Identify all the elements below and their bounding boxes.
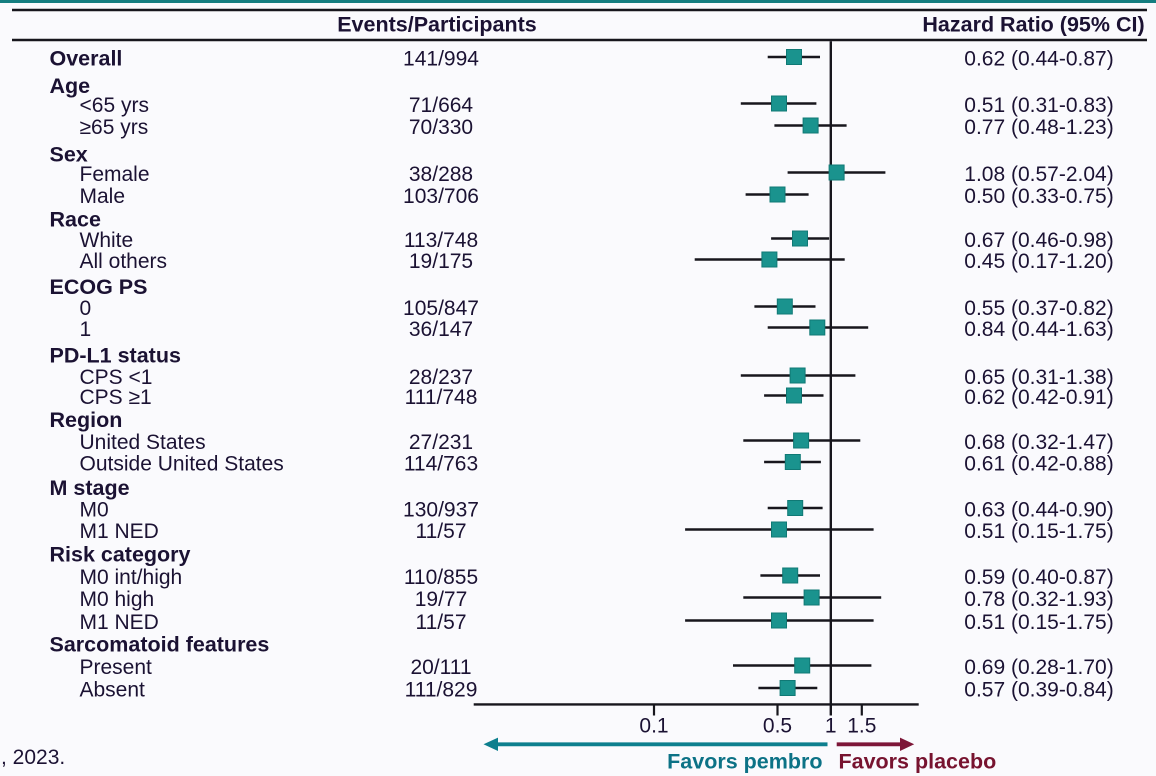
svg-text:CPS ≥1: CPS ≥1 (80, 386, 152, 409)
svg-text:Hazard Ratio (95% CI): Hazard Ratio (95% CI) (922, 13, 1144, 37)
svg-text:M0 high: M0 high (80, 588, 155, 611)
svg-text:0.50 (0.33-0.75): 0.50 (0.33-0.75) (964, 185, 1113, 208)
svg-text:Favors pembro: Favors pembro (667, 750, 822, 774)
svg-text:<65 yrs: <65 yrs (80, 94, 149, 117)
svg-text:0.55 (0.37-0.82): 0.55 (0.37-0.82) (964, 297, 1113, 320)
svg-text:11/57: 11/57 (416, 520, 467, 543)
svg-text:103/706: 103/706 (403, 185, 479, 208)
svg-text:1: 1 (825, 715, 837, 738)
svg-text:0.1: 0.1 (639, 715, 668, 738)
svg-text:PD-L1 status: PD-L1 status (50, 344, 181, 368)
svg-text:110/855: 110/855 (404, 566, 478, 589)
svg-text:Outside United States: Outside United States (80, 453, 284, 476)
svg-text:Overall: Overall (50, 47, 123, 71)
svg-text:0.77 (0.48-1.23): 0.77 (0.48-1.23) (964, 116, 1113, 139)
svg-text:M1 NED: M1 NED (80, 611, 159, 634)
svg-text:0.61 (0.42-0.88): 0.61 (0.42-0.88) (964, 453, 1113, 476)
svg-text:111/748: 111/748 (405, 386, 478, 409)
svg-text:1: 1 (80, 318, 92, 341)
svg-text:111/829: 111/829 (405, 679, 478, 702)
svg-text:0.51 (0.31-0.83): 0.51 (0.31-0.83) (964, 94, 1113, 117)
svg-text:0.62 (0.42-0.91): 0.62 (0.42-0.91) (964, 386, 1113, 409)
svg-text:0.62 (0.44-0.87): 0.62 (0.44-0.87) (964, 48, 1113, 71)
svg-text:Present: Present (80, 656, 153, 679)
svg-text:CPS <1: CPS <1 (80, 366, 153, 389)
svg-text:M1 NED: M1 NED (80, 520, 159, 543)
svg-text:, 2023.: , 2023. (1, 746, 65, 769)
svg-text:141/994: 141/994 (403, 48, 479, 71)
svg-text:114/763: 114/763 (404, 453, 478, 476)
svg-text:M stage: M stage (50, 476, 130, 500)
svg-text:Events/Participants: Events/Participants (337, 13, 537, 37)
svg-text:70/330: 70/330 (409, 116, 473, 139)
svg-text:Male: Male (80, 185, 126, 208)
svg-text:M0: M0 (80, 499, 109, 522)
svg-text:0.65 (0.31-1.38): 0.65 (0.31-1.38) (964, 366, 1113, 389)
svg-text:0.51 (0.15-1.75): 0.51 (0.15-1.75) (964, 611, 1113, 634)
svg-text:38/288: 38/288 (409, 163, 473, 186)
svg-text:≥65 yrs: ≥65 yrs (80, 116, 149, 139)
svg-text:ECOG PS: ECOG PS (50, 275, 148, 299)
svg-text:0.68 (0.32-1.47): 0.68 (0.32-1.47) (964, 431, 1113, 454)
svg-text:113/748: 113/748 (404, 229, 478, 252)
svg-text:White: White (80, 229, 134, 252)
svg-text:28/237: 28/237 (409, 366, 473, 389)
svg-text:105/847: 105/847 (403, 297, 479, 320)
svg-text:36/147: 36/147 (409, 318, 473, 341)
svg-text:71/664: 71/664 (409, 94, 474, 117)
svg-text:11/57: 11/57 (416, 611, 467, 634)
svg-text:130/937: 130/937 (403, 499, 479, 522)
svg-text:All others: All others (80, 250, 168, 273)
svg-text:0.51 (0.15-1.75): 0.51 (0.15-1.75) (964, 520, 1113, 543)
svg-text:0.5: 0.5 (763, 715, 792, 738)
svg-text:0.57 (0.39-0.84): 0.57 (0.39-0.84) (964, 679, 1113, 702)
svg-text:20/111: 20/111 (410, 656, 471, 679)
svg-text:0.84 (0.44-1.63): 0.84 (0.44-1.63) (964, 318, 1113, 341)
svg-text:0.78 (0.32-1.93): 0.78 (0.32-1.93) (964, 588, 1113, 611)
svg-text:Region: Region (50, 408, 123, 432)
svg-text:1.5: 1.5 (847, 715, 876, 738)
svg-text:0.63 (0.44-0.90): 0.63 (0.44-0.90) (964, 499, 1113, 522)
svg-text:0.69 (0.28-1.70): 0.69 (0.28-1.70) (964, 656, 1113, 679)
svg-text:0.59 (0.40-0.87): 0.59 (0.40-0.87) (964, 566, 1113, 589)
svg-text:19/175: 19/175 (409, 250, 473, 273)
svg-text:Favors placebo: Favors placebo (839, 750, 997, 774)
svg-text:United States: United States (80, 431, 206, 454)
svg-text:0.67 (0.46-0.98): 0.67 (0.46-0.98) (964, 229, 1113, 252)
svg-text:0.45 (0.17-1.20): 0.45 (0.17-1.20) (964, 250, 1113, 273)
svg-text:Absent: Absent (80, 679, 146, 702)
svg-text:19/77: 19/77 (415, 588, 468, 611)
svg-text:0: 0 (80, 297, 92, 320)
svg-text:Age: Age (50, 74, 91, 98)
svg-text:Race: Race (50, 208, 101, 232)
svg-text:Sarcomatoid features: Sarcomatoid features (50, 633, 270, 657)
svg-text:Female: Female (80, 163, 150, 186)
svg-text:Sex: Sex (50, 143, 88, 167)
svg-text:M0 int/high: M0 int/high (80, 566, 183, 589)
svg-text:Risk category: Risk category (50, 543, 191, 567)
svg-text:1.08 (0.57-2.04): 1.08 (0.57-2.04) (964, 163, 1113, 186)
svg-text:27/231: 27/231 (409, 431, 473, 454)
